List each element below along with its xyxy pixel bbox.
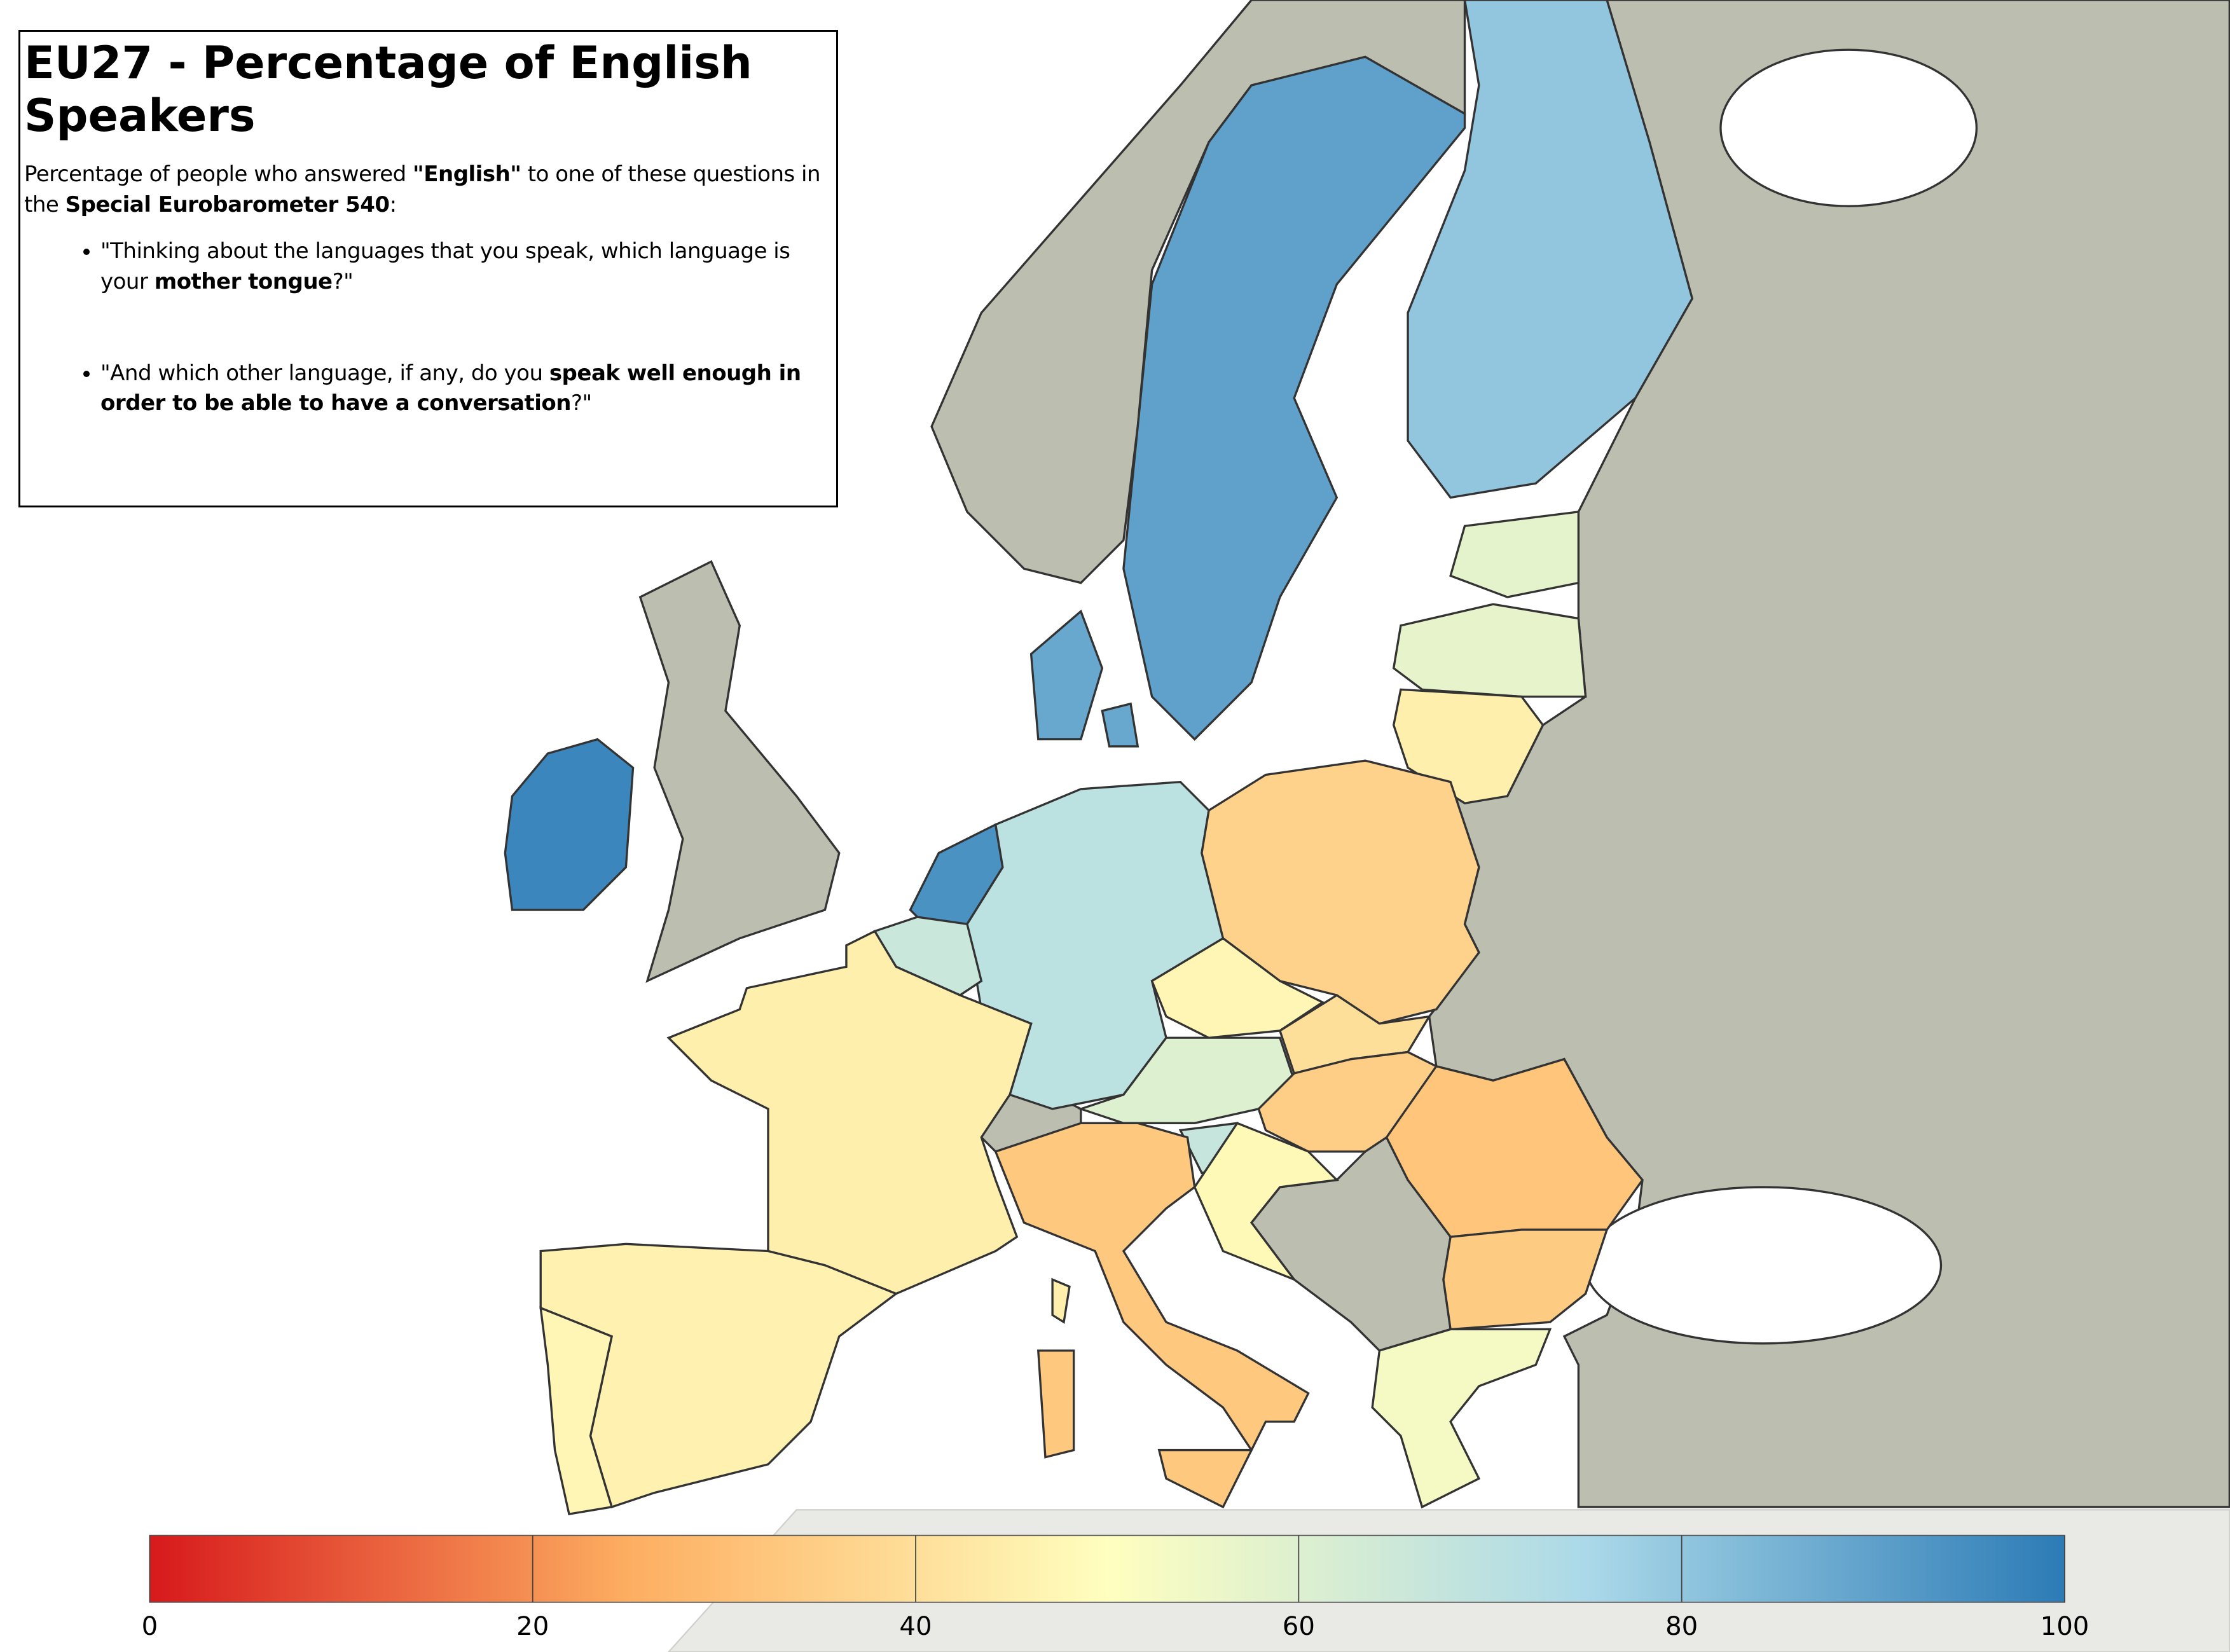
questions: "Thinking about the languages that you s… — [24, 237, 832, 418]
text-segment: speak well enough in order to be able to… — [100, 360, 801, 416]
colorbar-tick-label: 60 — [1283, 1612, 1315, 1641]
text-segment: ?" — [570, 390, 592, 416]
text-segment: ?" — [332, 268, 354, 294]
colorbar-tick-label: 40 — [899, 1612, 932, 1641]
non-eu — [638, 560, 841, 983]
intro: Percentage of people who answered "Engli… — [24, 160, 832, 220]
legend-box: EU27 - Percentage of English Speakers Pe… — [18, 30, 838, 507]
colorbar-tick-label: 80 — [1665, 1612, 1698, 1641]
country — [1449, 510, 1580, 598]
text-segment: "English" — [413, 162, 521, 188]
text-segment: : — [389, 191, 397, 217]
text-segment: "And which other language, if any, do yo… — [100, 360, 549, 386]
country — [1051, 1277, 1071, 1325]
colorbar-tick-label: 20 — [516, 1612, 549, 1641]
text-segment: "Thinking about the languages that you s… — [100, 238, 790, 294]
country — [1036, 1349, 1075, 1459]
country — [539, 1306, 614, 1516]
text-segment: mother tongue — [154, 268, 333, 294]
country — [1193, 1122, 1339, 1282]
colorbar-tick-label: 100 — [2041, 1612, 2089, 1641]
colorbar — [149, 1534, 2065, 1603]
text-segment: Special Eurobarometer 540 — [65, 191, 390, 217]
question: "And which other language, if any, do yo… — [100, 359, 832, 419]
text-segment: to one of these questions in the — [24, 162, 821, 217]
text-segment: Percentage of people who answered — [24, 162, 413, 188]
country — [1077, 1036, 1296, 1124]
country — [1442, 1229, 1609, 1331]
country — [994, 1122, 1310, 1452]
country — [1101, 702, 1139, 748]
question: "Thinking about the languages that you s… — [100, 237, 832, 297]
country — [1392, 688, 1545, 804]
country — [1029, 609, 1104, 741]
country — [1392, 603, 1587, 698]
country — [1371, 1328, 1552, 1509]
country — [1407, 0, 1694, 499]
white-sea — [1719, 48, 1978, 207]
title: EU27 - Percentage of English Speakers — [24, 37, 752, 142]
black-sea — [1584, 1186, 1943, 1345]
country — [504, 738, 635, 911]
country — [1157, 1449, 1253, 1509]
country — [1122, 55, 1466, 741]
colorbar-tick-label: 0 — [142, 1612, 158, 1641]
